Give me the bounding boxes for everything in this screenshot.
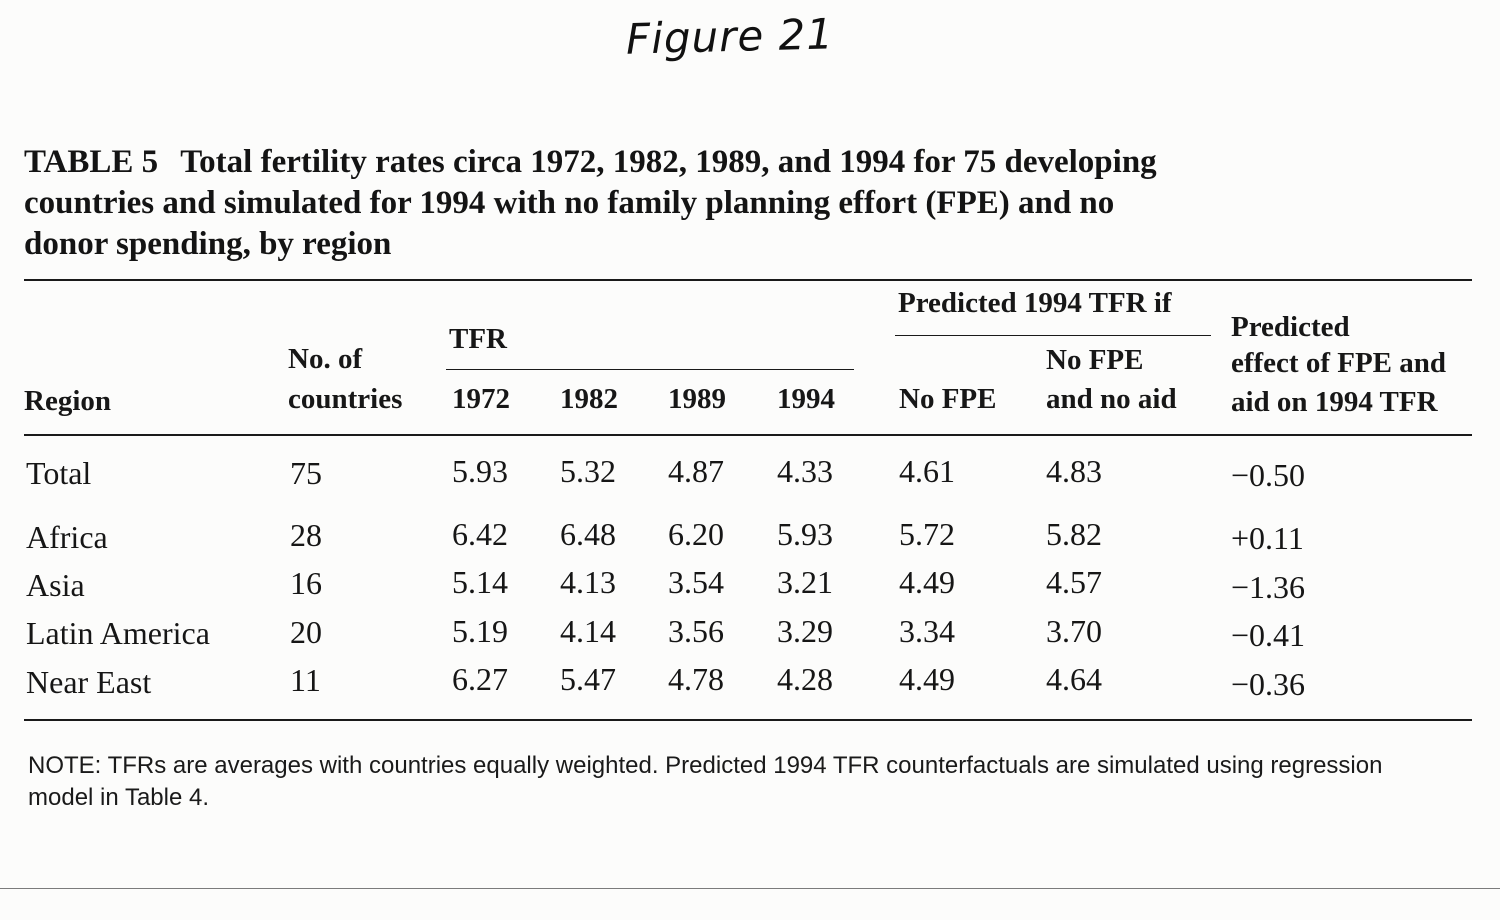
row-total-tfr-1982: 5.32 [560, 453, 616, 489]
row-africa-tfr-1982: 6.48 [560, 516, 616, 552]
row-near-east-tfr-1972: 6.27 [452, 661, 508, 697]
header-tfr-group: TFR [449, 323, 507, 355]
header-tfr-1994: 1994 [777, 383, 835, 415]
row-africa-tfr-1972: 6.42 [452, 516, 508, 552]
header-no-of-countries-2: countries [288, 383, 403, 415]
row-near-east-effect: −0.36 [1231, 666, 1306, 702]
tfr-group-rule [446, 369, 854, 370]
row-africa-region: Africa [26, 519, 108, 555]
note-line-1: NOTE: TFRs are averages with countries e… [28, 752, 1383, 779]
caption-line-3: donor spending, by region [24, 226, 392, 262]
row-total-no-fpe: 4.61 [899, 453, 955, 489]
header-no-fpe: No FPE [899, 383, 997, 415]
row-asia-region: Asia [26, 567, 85, 603]
row-near-east-no-fpe-no-aid: 4.64 [1046, 661, 1102, 697]
row-near-east-tfr-1989: 4.78 [668, 661, 724, 697]
row-latin-america-effect: −0.41 [1231, 617, 1306, 653]
row-africa-no-fpe: 5.72 [899, 516, 955, 552]
header-predicted-group: Predicted 1994 TFR if [898, 287, 1172, 319]
row-africa-tfr-1989: 6.20 [668, 516, 724, 552]
handwritten-figure-title: Figure 21 [625, 9, 835, 64]
row-asia-tfr-1972: 5.14 [452, 564, 508, 600]
row-total-no-fpe-no-aid: 4.83 [1046, 453, 1102, 489]
header-tfr-1989: 1989 [668, 383, 726, 415]
table-caption: TABLE 5 Total fertility rates circa 1972,… [24, 142, 1324, 265]
row-asia-tfr-1989: 3.54 [668, 564, 724, 600]
row-near-east-no-fpe: 4.49 [899, 661, 955, 697]
header-effect-1: Predicted [1231, 311, 1350, 343]
row-asia-tfr-1994: 3.21 [777, 564, 833, 600]
row-latin-america-countries: 20 [290, 614, 322, 650]
caption-line-2: countries and simulated for 1994 with no… [24, 185, 1115, 221]
row-latin-america-no-fpe-no-aid: 3.70 [1046, 613, 1102, 649]
row-total-tfr-1972: 5.93 [452, 453, 508, 489]
row-total-tfr-1994: 4.33 [777, 453, 833, 489]
row-near-east-tfr-1994: 4.28 [777, 661, 833, 697]
table-label: TABLE 5 [24, 144, 159, 180]
header-no-fpe-no-aid-2: and no aid [1046, 383, 1177, 415]
header-effect-3: aid on 1994 TFR [1231, 386, 1438, 418]
row-asia-effect: −1.36 [1231, 569, 1306, 605]
row-asia-countries: 16 [290, 565, 322, 601]
table-note: NOTE: TFRs are averages with countries e… [28, 750, 1448, 814]
row-latin-america-tfr-1994: 3.29 [777, 613, 833, 649]
row-latin-america-region: Latin America [26, 615, 210, 651]
caption-line-1: TABLE 5 Total fertility rates circa 1972,… [24, 142, 1324, 183]
header-no-fpe-no-aid-1: No FPE [1046, 344, 1144, 376]
row-africa-effect: +0.11 [1231, 520, 1304, 556]
row-latin-america-tfr-1972: 5.19 [452, 613, 508, 649]
caption-text-1: Total fertility rates circa 1972, 1982, … [180, 144, 1157, 180]
row-africa-countries: 28 [290, 517, 322, 553]
row-asia-tfr-1982: 4.13 [560, 564, 616, 600]
note-line-2: model in Table 4. [28, 784, 210, 811]
table-bottom-rule [24, 719, 1472, 721]
row-total-region: Total [26, 455, 92, 491]
table-top-rule [24, 279, 1472, 281]
row-near-east-tfr-1982: 5.47 [560, 661, 616, 697]
row-asia-no-fpe-no-aid: 4.57 [1046, 564, 1102, 600]
row-total-tfr-1989: 4.87 [668, 453, 724, 489]
header-tfr-1972: 1972 [452, 383, 510, 415]
header-bottom-rule [24, 434, 1472, 436]
row-africa-no-fpe-no-aid: 5.82 [1046, 516, 1102, 552]
predicted-group-rule [895, 335, 1211, 336]
row-total-countries: 75 [290, 455, 322, 491]
row-africa-tfr-1994: 5.93 [777, 516, 833, 552]
row-latin-america-tfr-1989: 3.56 [668, 613, 724, 649]
header-no-of-countries-1: No. of [288, 343, 363, 375]
row-near-east-countries: 11 [290, 662, 321, 698]
row-near-east-region: Near East [26, 664, 152, 700]
row-asia-no-fpe: 4.49 [899, 564, 955, 600]
header-region: Region [24, 385, 111, 417]
row-total-effect: −0.50 [1231, 457, 1306, 493]
header-effect-2: effect of FPE and [1231, 347, 1447, 379]
row-latin-america-tfr-1982: 4.14 [560, 613, 616, 649]
row-latin-america-no-fpe: 3.34 [899, 613, 955, 649]
header-tfr-1982: 1982 [560, 383, 618, 415]
page-footer-rule [0, 888, 1500, 889]
